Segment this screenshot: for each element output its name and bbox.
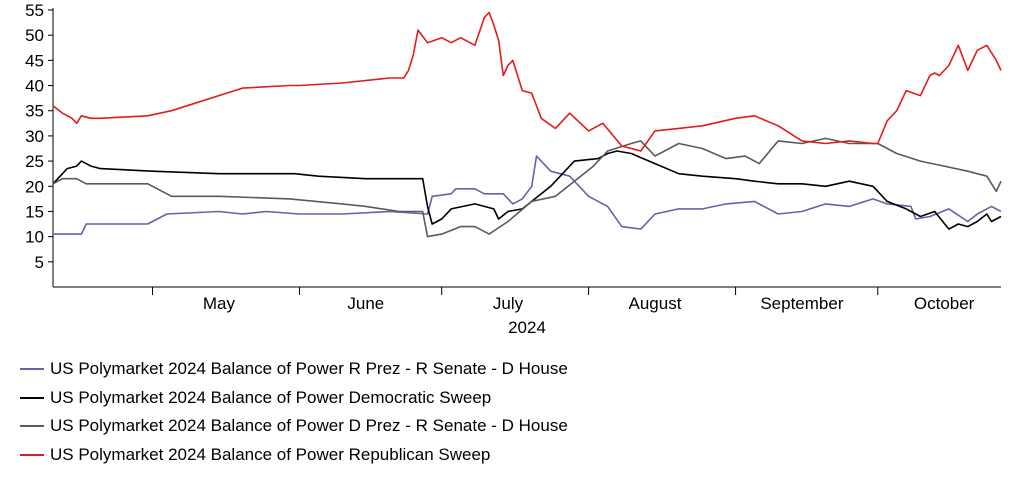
y-tick-label: 50 xyxy=(25,26,44,45)
y-tick-label: 15 xyxy=(25,202,44,221)
y-tick-label: 25 xyxy=(25,152,44,171)
legend-item: US Polymarket 2024 Balance of Power Repu… xyxy=(20,441,568,470)
x-tick-label: September xyxy=(760,294,843,313)
x-tick-label: May xyxy=(203,294,236,313)
legend-label: US Polymarket 2024 Balance of Power Demo… xyxy=(50,387,492,407)
x-tick-label: June xyxy=(347,294,384,313)
legend-swatch xyxy=(20,425,44,428)
y-tick-label: 10 xyxy=(25,228,44,247)
legend-swatch xyxy=(20,368,44,371)
x-axis-label: 2024 xyxy=(508,318,546,337)
series-line-2 xyxy=(52,137,1002,238)
legend: US Polymarket 2024 Balance of Power R Pr… xyxy=(20,355,568,469)
y-tick-label: 5 xyxy=(35,253,44,272)
legend-swatch xyxy=(20,396,44,399)
y-tick-label: 35 xyxy=(25,102,44,121)
x-tick-label: July xyxy=(493,294,524,313)
axes xyxy=(48,8,1001,295)
series-line-0 xyxy=(53,155,1002,235)
legend-item: US Polymarket 2024 Balance of Power D Pr… xyxy=(20,412,568,441)
y-tick-label: 20 xyxy=(25,177,44,196)
y-tick-label: 40 xyxy=(25,77,44,96)
x-tick-label: August xyxy=(629,294,682,313)
x-tick-label: October xyxy=(914,294,975,313)
y-tick-label: 55 xyxy=(25,1,44,20)
legend-label: US Polymarket 2024 Balance of Power D Pr… xyxy=(50,416,568,436)
legend-item: US Polymarket 2024 Balance of Power R Pr… xyxy=(20,355,568,384)
legend-label: US Polymarket 2024 Balance of Power Repu… xyxy=(50,444,491,464)
series-lines xyxy=(52,11,1002,238)
axis-labels: 5 10 15 20 25 30 35 40 45 50 55 May June July August Se… xyxy=(25,1,975,337)
series-line-1 xyxy=(52,150,1002,230)
y-tick-label: 30 xyxy=(25,127,44,146)
y-tick-label: 45 xyxy=(25,51,44,70)
legend-swatch xyxy=(20,453,44,456)
legend-label: US Polymarket 2024 Balance of Power R Pr… xyxy=(50,359,568,379)
series-line-3 xyxy=(52,11,1002,152)
legend-item: US Polymarket 2024 Balance of Power Demo… xyxy=(20,384,568,413)
